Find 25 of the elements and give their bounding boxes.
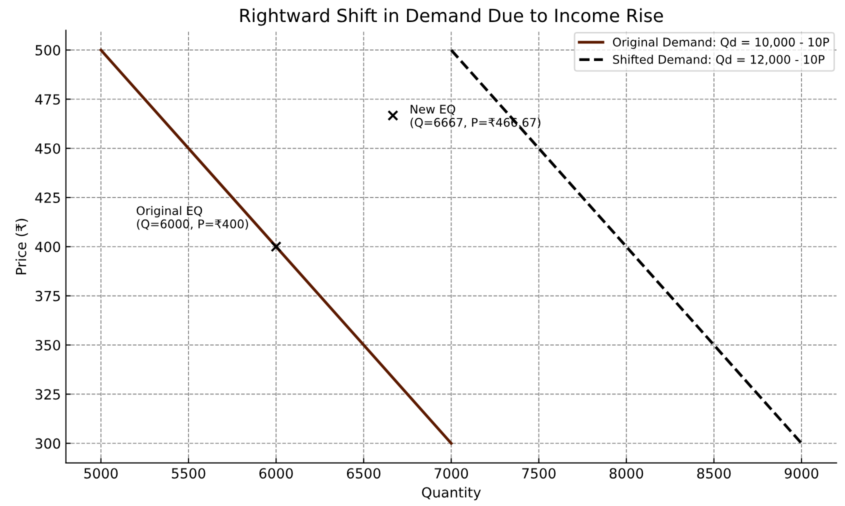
y-tick-label: 500 <box>36 44 60 56</box>
x-tick-label: 8500 <box>697 468 731 479</box>
y-tick-label: 400 <box>35 242 60 252</box>
x-tick-label: 6500 <box>346 468 380 479</box>
x-tick-label: 7000 <box>434 468 468 479</box>
y-tick-label: 450 <box>35 143 60 154</box>
y-axis-title: Price (₹) <box>16 218 28 274</box>
x-tick-label: 8000 <box>610 468 644 479</box>
y-tick-label: 375 <box>36 290 60 302</box>
y-tick-label: 325 <box>36 389 60 400</box>
x-tick-label: 6000 <box>259 468 293 479</box>
annotation: New EQ (Q=6667, P=₹466.67) <box>410 104 540 128</box>
y-tick-label: 425 <box>35 192 60 203</box>
y-tick-label: 300 <box>36 438 60 449</box>
x-tick-label: 7500 <box>522 468 556 479</box>
x-axis-title: Quantity <box>422 486 481 500</box>
x-tick-label: 5500 <box>172 468 206 479</box>
y-tick-label: 350 <box>36 340 60 350</box>
x-tick-label: 9000 <box>784 468 818 479</box>
legend-label: Original Demand: Qd = 10,000 - 10P <box>612 37 830 49</box>
x-tick-label: 5000 <box>84 468 118 479</box>
chart-title: Rightward Shift in Demand Due to Income Rise <box>240 8 663 26</box>
legend-label: Shifted Demand: Qd = 12,000 - 10P <box>613 54 824 66</box>
y-tick-label: 475 <box>35 94 60 105</box>
annotation: Original EQ (Q=6000, P=₹400) <box>136 206 248 230</box>
